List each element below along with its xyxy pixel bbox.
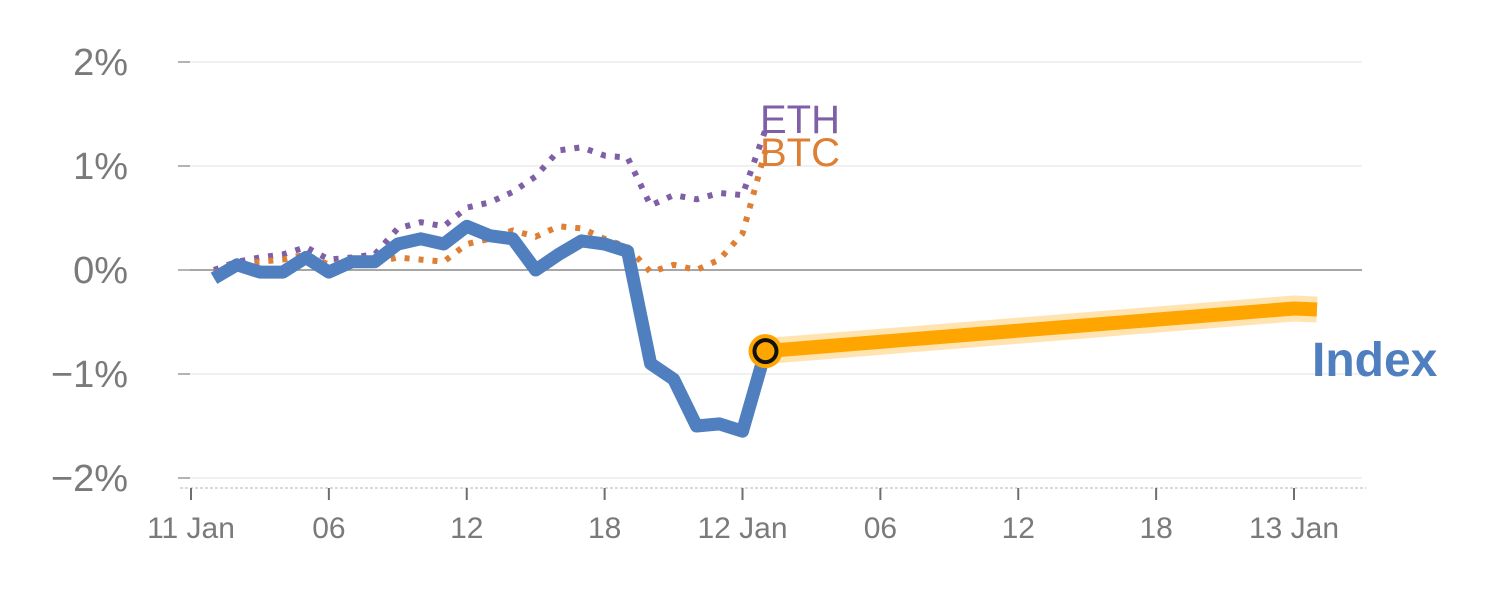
series-btc-line [212, 149, 769, 276]
series-forecast-line [764, 301, 1318, 359]
label-eth: ETH [760, 98, 840, 142]
x-tick-label: 18 [588, 512, 621, 545]
label-index: Index [1312, 334, 1438, 387]
x-tick-label: 06 [864, 512, 897, 545]
x-tick-label: 06 [312, 512, 345, 545]
x-tick-label: 12 Jan [697, 512, 787, 545]
x-tick-label: 13 Jan [1249, 512, 1339, 545]
y-tick-label: 0% [73, 250, 128, 292]
label-btc: BTC [760, 131, 840, 175]
y-axis: 2% 1% 0% −1% −2% [51, 42, 190, 500]
x-tick-label: 12 [450, 512, 483, 545]
series-layer [210, 128, 1318, 438]
y-tick-label: −2% [51, 458, 128, 500]
y-tick-label: 2% [73, 42, 128, 84]
y-tick-label: 1% [73, 146, 128, 188]
x-tick-label: 18 [1139, 512, 1172, 545]
grid-lines [190, 61, 1362, 479]
series-eth-line [212, 128, 769, 273]
series-index-line [210, 219, 772, 438]
x-tick-label: 12 [1002, 512, 1035, 545]
x-axis: 11 Jan 06 12 18 12 Jan 06 12 18 13 Jan [147, 487, 1366, 545]
marker-point [752, 338, 779, 365]
y-tick-label: −1% [51, 354, 128, 396]
x-tick-label: 11 Jan [147, 512, 235, 545]
